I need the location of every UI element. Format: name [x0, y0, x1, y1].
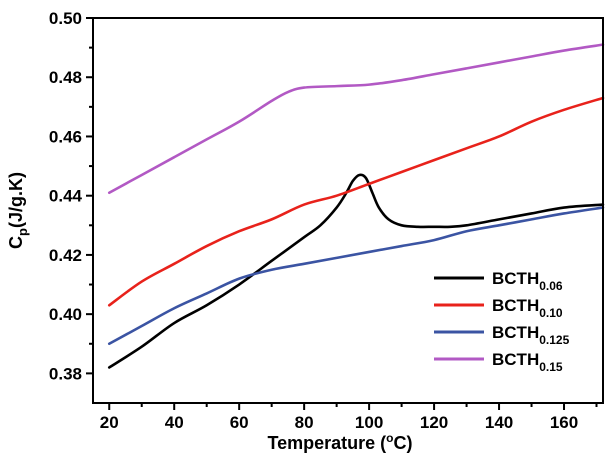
x-tick-label: 100	[355, 413, 383, 432]
y-tick-label: 0.50	[49, 9, 82, 28]
y-tick-label: 0.42	[49, 246, 82, 265]
x-tick-label: 80	[295, 413, 314, 432]
legend-label-0.06: BCTH0.06	[492, 269, 563, 293]
x-tick-label: 160	[550, 413, 578, 432]
legend-label-0.10: BCTH0.10	[492, 296, 563, 320]
series-line-0.15	[109, 45, 603, 193]
legend-label-0.15: BCTH0.15	[492, 350, 563, 374]
plot-frame	[93, 18, 603, 403]
legend-label-0.125: BCTH0.125	[492, 323, 570, 347]
x-tick-label: 140	[485, 413, 513, 432]
y-tick-label: 0.46	[49, 127, 82, 146]
series-layer	[109, 45, 603, 368]
y-tick-label: 0.48	[49, 68, 82, 87]
legend: BCTH0.06 BCTH0.10 BCTH0.125 BCTH0.15	[434, 269, 570, 374]
y-axis-title: Cp(J/g.K)	[6, 172, 30, 249]
y-tick-label: 0.38	[49, 364, 82, 383]
x-tick-label: 60	[230, 413, 249, 432]
x-axis-title: Temperature (oC)	[267, 431, 412, 453]
y-tick-label: 0.44	[49, 187, 83, 206]
x-tick-label: 40	[165, 413, 184, 432]
y-tick-label: 0.40	[49, 305, 82, 324]
x-tick-label: 20	[100, 413, 119, 432]
x-tick-label: 120	[420, 413, 448, 432]
